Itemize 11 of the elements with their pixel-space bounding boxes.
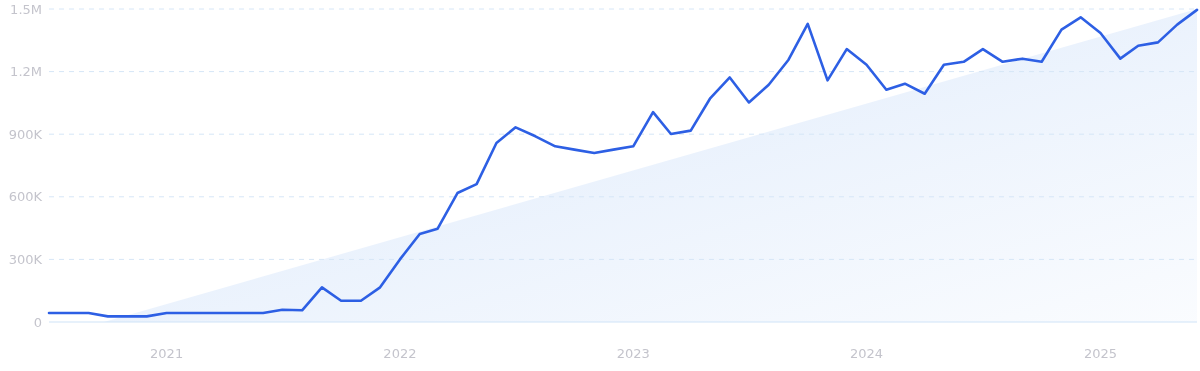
y-tick-label: 0 — [33, 314, 42, 330]
y-tick-label: 1.2M — [10, 64, 42, 80]
y-tick-label: 1.5M — [10, 1, 42, 17]
y-tick-label: 900K — [8, 126, 43, 142]
x-tick-label: 2021 — [150, 346, 184, 361]
y-tick-label: 300K — [8, 251, 43, 267]
x-tick-label: 2022 — [383, 346, 417, 361]
x-tick-label: 2023 — [616, 346, 650, 361]
y-tick-label: 600K — [8, 189, 43, 205]
x-tick-label: 2025 — [1083, 346, 1118, 361]
x-tick-label: 2024 — [849, 346, 884, 361]
